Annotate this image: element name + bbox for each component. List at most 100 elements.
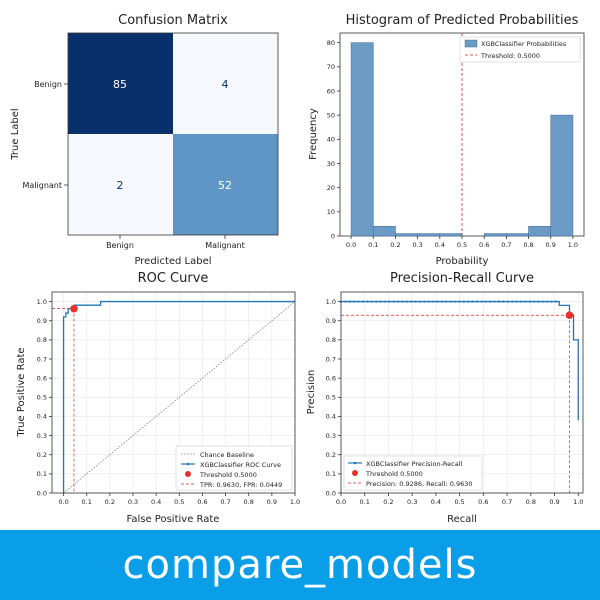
pr-xtick-label: 0.8 bbox=[526, 498, 536, 506]
hist-bar bbox=[439, 233, 463, 237]
roc-legend-threshold-label: TPR: 0.9630, FPR: 0.0449 bbox=[199, 481, 282, 489]
roc-xlabel: False Positive Rate bbox=[127, 514, 220, 525]
roc-xtick-label: 0.1 bbox=[82, 498, 92, 506]
pr-ytick-label: 0.3 bbox=[326, 432, 336, 440]
pr-legend-point-label: Threshold 0.5000 bbox=[365, 470, 423, 478]
hist-bar bbox=[528, 226, 552, 237]
hist-xlabel: Probability bbox=[436, 256, 489, 267]
hist-bar bbox=[483, 233, 507, 237]
pr-ytick-label: 0.8 bbox=[326, 336, 336, 344]
roc-ytick-label: 0.6 bbox=[37, 374, 47, 382]
pr-curve-marker bbox=[348, 300, 351, 303]
roc-legend-chance-label: Chance Baseline bbox=[200, 451, 254, 459]
pr-curve-marker bbox=[370, 300, 373, 303]
pr-curve-marker bbox=[383, 300, 386, 303]
hist-legend-bar-label: XGBClassifier Probabilities bbox=[481, 40, 567, 48]
charts-canvas: Confusion Matrix 85 4 2 52 Benign Malign… bbox=[10, 13, 585, 525]
pr-curve-marker bbox=[458, 300, 461, 303]
pr-curve-marker bbox=[379, 300, 382, 303]
cm-value-0-0: 85 bbox=[113, 78, 127, 91]
roc-frame bbox=[51, 291, 296, 494]
cm-ylabel: True Label bbox=[10, 108, 21, 160]
pr-curve-marker bbox=[423, 300, 426, 303]
pr-curve-marker bbox=[524, 300, 527, 303]
hist-bar bbox=[350, 42, 374, 237]
pr-curve-marker bbox=[388, 300, 391, 303]
hist-title: Histogram of Predicted Probabilities bbox=[346, 13, 579, 28]
hist-xtick-label: 0.9 bbox=[546, 241, 556, 249]
cm-value-1-0: 2 bbox=[117, 179, 124, 192]
pr-curve-marker bbox=[418, 300, 422, 303]
hist-legend-bar-swatch bbox=[464, 39, 478, 48]
cm-ytick-malignant: Malignant bbox=[22, 181, 62, 190]
pr-curve-marker bbox=[484, 300, 487, 303]
pr-curve-marker bbox=[519, 300, 523, 303]
roc-title: ROC Curve bbox=[138, 271, 209, 286]
hist-xtick-label: 0.5 bbox=[457, 241, 467, 249]
cm-cell-0-1 bbox=[173, 33, 278, 134]
pr-curve-marker bbox=[436, 300, 439, 303]
roc-legend: Chance Baseline XGBClassifier ROC Curve … bbox=[175, 445, 293, 491]
pr-ytick-label: 0.0 bbox=[326, 489, 336, 497]
hist-ylabel: Frequency bbox=[308, 108, 319, 160]
cm-xlabel: Predicted Label bbox=[134, 256, 211, 267]
roc-ytick-label: 0.5 bbox=[37, 394, 47, 402]
roc-legend-curve-label: XGBClassifier ROC Curve bbox=[200, 461, 281, 469]
cm-value-0-1: 4 bbox=[222, 78, 229, 91]
hist-ytick-label: 60 bbox=[327, 87, 335, 95]
pr-curve-marker bbox=[497, 300, 501, 303]
roc-threshold-point bbox=[70, 304, 78, 313]
pr-threshold-point bbox=[565, 311, 574, 320]
pr-curve-marker bbox=[392, 300, 395, 303]
roc-ytick-label: 0.8 bbox=[37, 336, 47, 344]
pr-ytick-label: 0.1 bbox=[326, 470, 336, 478]
pr-curve-marker bbox=[546, 300, 549, 303]
pr-ylabel: Precision bbox=[306, 370, 317, 415]
hist-legend-threshold-label: Threshold: 0.5000 bbox=[480, 52, 540, 60]
roc-ylabel: True Positive Rate bbox=[16, 347, 27, 437]
pr-ytick-label: 1.0 bbox=[326, 298, 336, 306]
pr-curve-marker bbox=[489, 300, 492, 303]
hist-bar bbox=[550, 114, 574, 237]
title-banner: compare_models bbox=[0, 530, 600, 600]
pr-curve-marker bbox=[533, 300, 536, 303]
cm-ytick-benign: Benign bbox=[34, 80, 62, 89]
pr-xtick-label: 1.0 bbox=[573, 498, 583, 506]
roc-ytick-label: 1.0 bbox=[37, 298, 47, 306]
roc-xtick-label: 0.7 bbox=[220, 498, 230, 506]
hist-xtick-label: 0.3 bbox=[412, 241, 422, 249]
pr-curve-marker bbox=[366, 300, 369, 303]
pr-curve-marker bbox=[506, 300, 509, 303]
hist-xtick-label: 0.7 bbox=[501, 241, 511, 249]
hist-ytick-label: 50 bbox=[327, 111, 335, 119]
pr-curve-marker bbox=[410, 300, 413, 303]
hist-xtick-label: 0.6 bbox=[479, 241, 489, 249]
roc-curve-line bbox=[62, 300, 295, 493]
pr-curve-marker bbox=[537, 300, 540, 303]
pr-curve-marker bbox=[511, 300, 514, 303]
pr-curve-marker bbox=[432, 300, 435, 303]
hist-bar bbox=[372, 226, 396, 237]
hist-bar bbox=[506, 233, 529, 237]
pr-curve-marker bbox=[541, 300, 545, 303]
roc-ytick-label: 0.9 bbox=[37, 317, 47, 325]
hist-ytick-label: 40 bbox=[327, 136, 335, 144]
roc-ytick-label: 0.1 bbox=[37, 470, 47, 478]
pr-legend-threshold-label: Precision: 0.9286, Recall: 0.9630 bbox=[366, 480, 473, 488]
pr-curve-marker bbox=[528, 300, 531, 303]
pr-curve-marker bbox=[454, 300, 457, 303]
hist-bar bbox=[417, 233, 441, 237]
hist-xtick-label: 0.0 bbox=[346, 241, 356, 249]
pr-xtick-label: 0.2 bbox=[383, 498, 393, 506]
pr-curve-marker bbox=[427, 300, 430, 303]
hist-ytick-label: 80 bbox=[327, 39, 335, 47]
hist-ytick-label: 0 bbox=[331, 232, 335, 240]
pr-curve-marker bbox=[375, 300, 378, 303]
roc-ytick-label: 0.4 bbox=[37, 413, 47, 421]
pr-ytick-label: 0.7 bbox=[326, 355, 336, 363]
roc-xtick-label: 0.4 bbox=[151, 498, 161, 506]
confusion-matrix-chart: Confusion Matrix 85 4 2 52 Benign Malign… bbox=[10, 13, 279, 267]
pr-curve-marker bbox=[405, 300, 408, 303]
histogram-chart: Histogram of Predicted Probabilities 0.0… bbox=[308, 13, 585, 267]
roc-chance-line bbox=[63, 301, 296, 494]
